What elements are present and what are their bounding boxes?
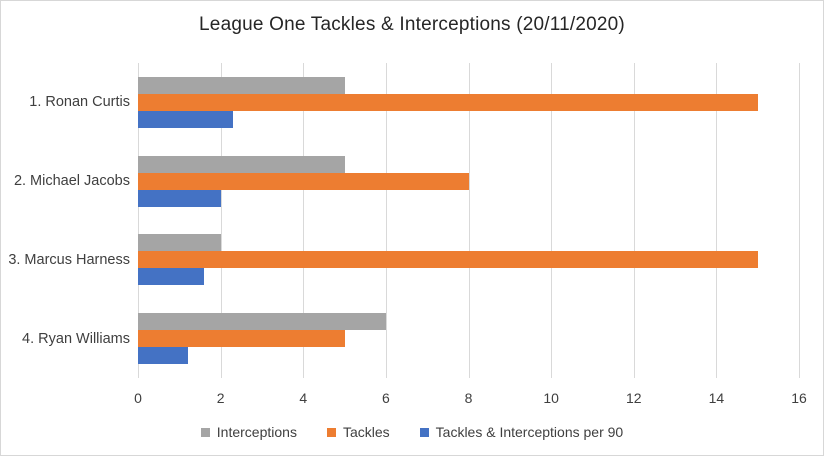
bar-tackles-4-ryan-williams [138,330,345,348]
bar-tackles-interceptions-per-90-4-ryan-williams [138,347,188,365]
bar-tackles-interceptions-per-90-1-ronan-curtis [138,110,234,128]
gridline-x-14 [716,63,718,378]
legend: Interceptions Tackles Tackles & Intercepti… [1,424,823,440]
category-label-2-michael-jacobs: 2. Michael Jacobs [13,173,130,190]
gridline-x-6 [385,63,387,378]
y-axis-category-labels: 1. Ronan Curtis 2. Michael Jacobs 3. Marcu… [1,63,130,378]
x-tick-label-10: 10 [543,390,559,406]
bar-group-4-ryan-williams [138,299,799,378]
bar-tackles-2-michael-jacobs [138,172,469,190]
x-tick-label-16: 16 [791,390,807,406]
legend-marker-icon-interceptions [200,427,210,437]
plot-area [138,63,800,378]
category-label-3-marcus-harness: 3. Marcus Harness [8,251,130,268]
gridline-x-4 [303,63,305,378]
legend-item-tackles-interceptions-per-90: Tackles & Interceptions per 90 [419,424,624,440]
gridline-x-2 [220,63,222,378]
legend-label-interceptions: Interceptions [216,424,297,440]
x-tick-label-14: 14 [708,390,725,406]
category-label-4-ryan-williams: 4. Ryan Williams [22,330,130,347]
x-tick-label-12: 12 [625,390,642,406]
bar-tackles-interceptions-per-90-2-michael-jacobs [138,189,221,207]
bar-tackles-1-ronan-curtis [138,93,758,111]
bar-interceptions-3-marcus-harness [138,234,221,252]
legend-marker-icon-tackles [326,427,336,437]
bar-interceptions-1-ronan-curtis [138,76,345,94]
category-label-1-ronan-curtis: 1. Ronan Curtis [29,94,130,111]
legend-item-interceptions: Interceptions [200,424,297,440]
x-tick-label-4: 4 [299,390,308,406]
bar-group-2-michael-jacobs [138,142,799,221]
x-tick-label-6: 6 [381,390,390,406]
chart-title: League One Tackles & Interceptions (20/1… [199,14,625,35]
legend-label-tackles: Tackles [342,424,390,440]
bar-group-1-ronan-curtis [138,63,799,142]
x-axis-tick-labels: 0 2 4 6 8 10 12 14 16 [134,390,807,408]
x-tick-label-2: 2 [216,390,225,406]
bar-interceptions-2-michael-jacobs [138,155,345,173]
gridline-x-8 [468,63,470,378]
gridline-x-10 [551,63,553,378]
bar-tackles-3-marcus-harness [138,251,758,269]
legend-marker-icon-tackles-interceptions-per-90 [419,427,429,437]
x-tick-label-8: 8 [464,390,473,406]
gridline-x-12 [633,63,635,378]
gridline-x-16 [799,63,800,378]
legend-item-tackles: Tackles [326,424,390,440]
bar-interceptions-4-ryan-williams [138,313,386,331]
x-tick-label-0: 0 [134,390,142,406]
bar-group-3-marcus-harness [138,221,799,300]
gridline-x-0 [138,63,139,378]
legend-label-tackles-interceptions-per-90: Tackles & Interceptions per 90 [435,424,624,440]
bar-tackles-interceptions-per-90-3-marcus-harness [138,268,205,286]
